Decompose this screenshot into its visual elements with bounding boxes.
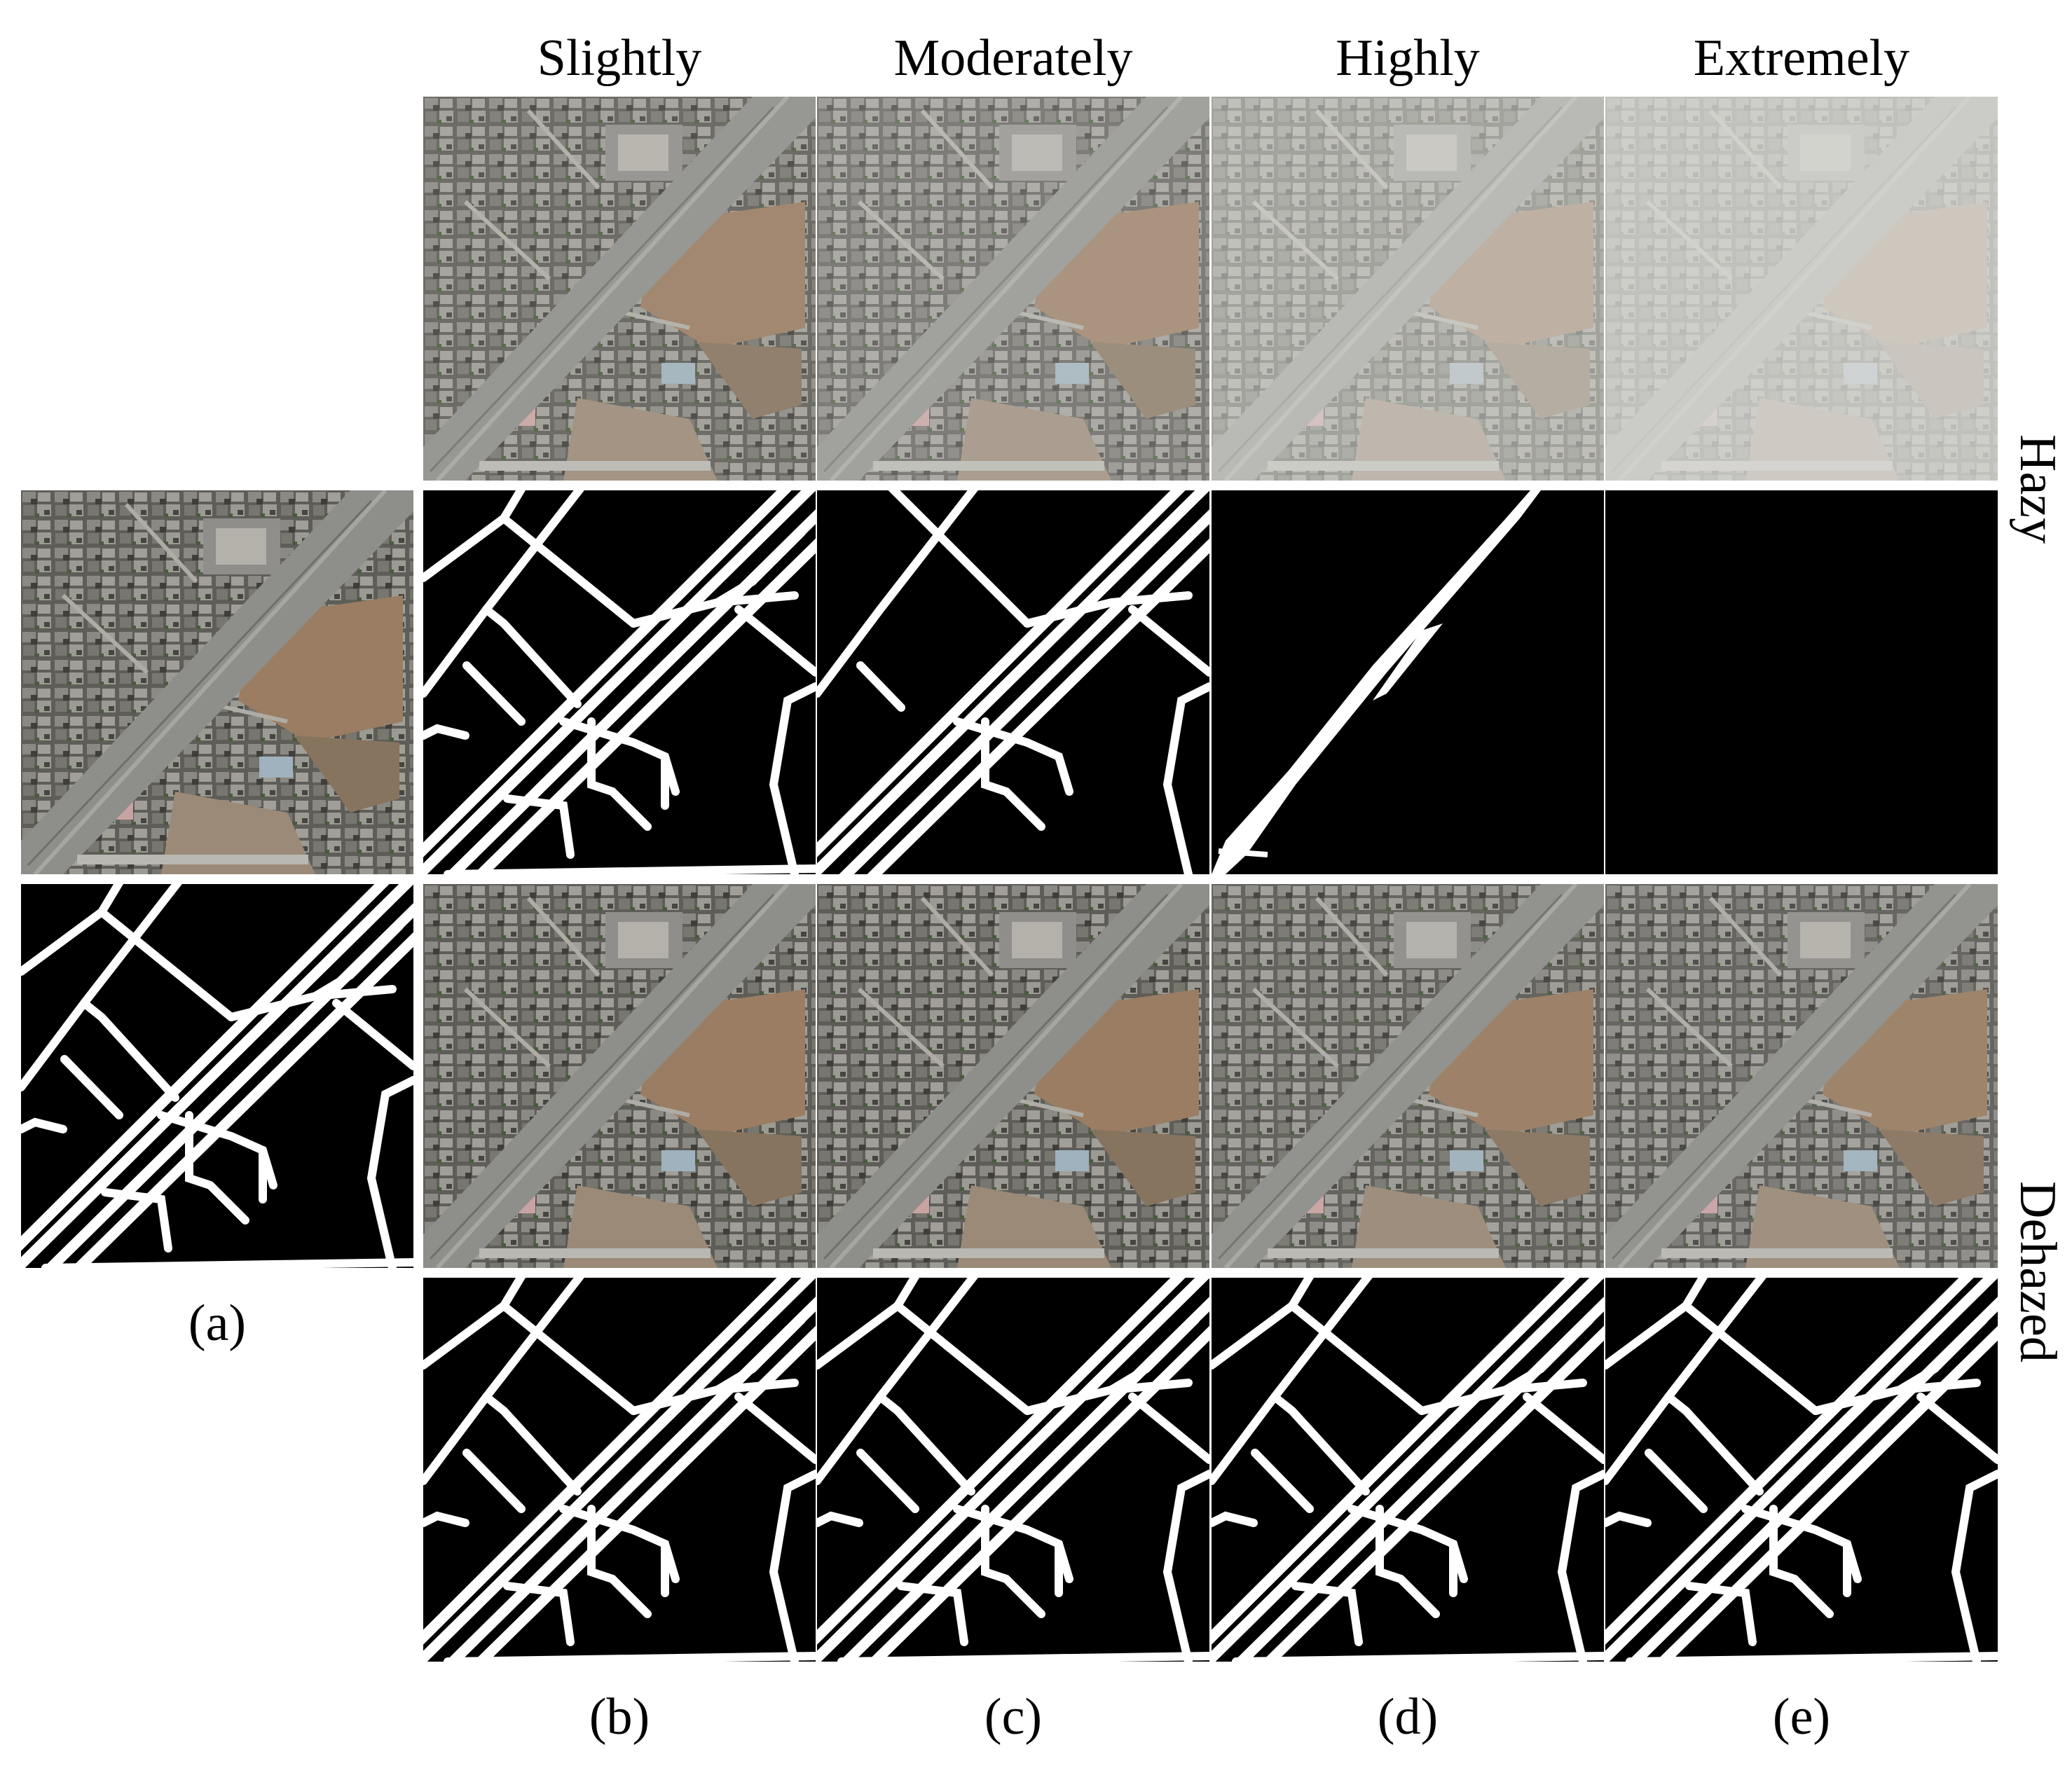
column-header-moderately: Moderately bbox=[893, 29, 1133, 87]
dehazed-image-slightly bbox=[423, 884, 816, 1268]
column-header-highly: Highly bbox=[1336, 29, 1480, 87]
hazy-image-svg bbox=[423, 97, 816, 481]
hazy-image-slightly bbox=[423, 97, 816, 481]
hazy-image-svg bbox=[1212, 97, 1604, 481]
hazy-mask-extremely bbox=[1605, 490, 1998, 874]
dehazed-mask-highly bbox=[1212, 1278, 1604, 1662]
caption-c: (c) bbox=[984, 1688, 1043, 1746]
dehazed-mask-svg bbox=[817, 1278, 1209, 1662]
dehazed-mask-svg bbox=[1212, 1278, 1604, 1662]
hazy-image-moderately bbox=[817, 97, 1209, 481]
hazy-image-highly bbox=[1212, 97, 1604, 481]
row-label-hazy: Hazy bbox=[2009, 434, 2066, 544]
ground-truth-road-mask bbox=[21, 884, 413, 1268]
hazy-mask-moderately bbox=[817, 490, 1209, 874]
dehazed-mask-moderately bbox=[817, 1278, 1209, 1662]
hazy-mask-svg bbox=[1605, 490, 1998, 874]
caption-b: (b) bbox=[589, 1688, 650, 1746]
column-header-slightly: Slightly bbox=[537, 29, 702, 87]
dehazed-image-highly bbox=[1212, 884, 1604, 1268]
hazy-image-svg bbox=[1605, 97, 1998, 481]
dehazed-mask-extremely bbox=[1605, 1278, 1998, 1662]
hazy-mask-svg bbox=[817, 490, 1209, 874]
hazy-image-svg bbox=[817, 97, 1209, 481]
dehazed-mask-svg bbox=[423, 1278, 816, 1662]
dehazed-mask-svg bbox=[1605, 1278, 1998, 1662]
hazy-mask-svg bbox=[423, 490, 816, 874]
dehazed-mask-slightly bbox=[423, 1278, 816, 1662]
hazy-mask-slightly bbox=[423, 490, 816, 874]
dehazed-image-svg bbox=[817, 884, 1209, 1268]
dehazed-image-svg bbox=[423, 884, 816, 1268]
hazy-mask-highly bbox=[1212, 490, 1604, 874]
column-header-extremely: Extremely bbox=[1693, 29, 1910, 87]
aerial-image-svg bbox=[21, 490, 413, 874]
dehazed-image-extremely bbox=[1605, 884, 1998, 1268]
row-label-dehazed: Dehazed bbox=[2009, 1181, 2066, 1363]
caption-e: (e) bbox=[1772, 1688, 1831, 1746]
dehazed-image-moderately bbox=[817, 884, 1209, 1268]
original-aerial-image bbox=[21, 490, 413, 874]
caption-d: (d) bbox=[1377, 1688, 1439, 1746]
caption-a: (a) bbox=[188, 1295, 247, 1352]
hazy-image-extremely bbox=[1605, 97, 1998, 481]
dehazed-image-svg bbox=[1212, 884, 1604, 1268]
dehazed-image-svg bbox=[1605, 884, 1998, 1268]
ground-truth-mask-svg bbox=[21, 884, 413, 1268]
hazy-mask-svg bbox=[1212, 490, 1604, 874]
